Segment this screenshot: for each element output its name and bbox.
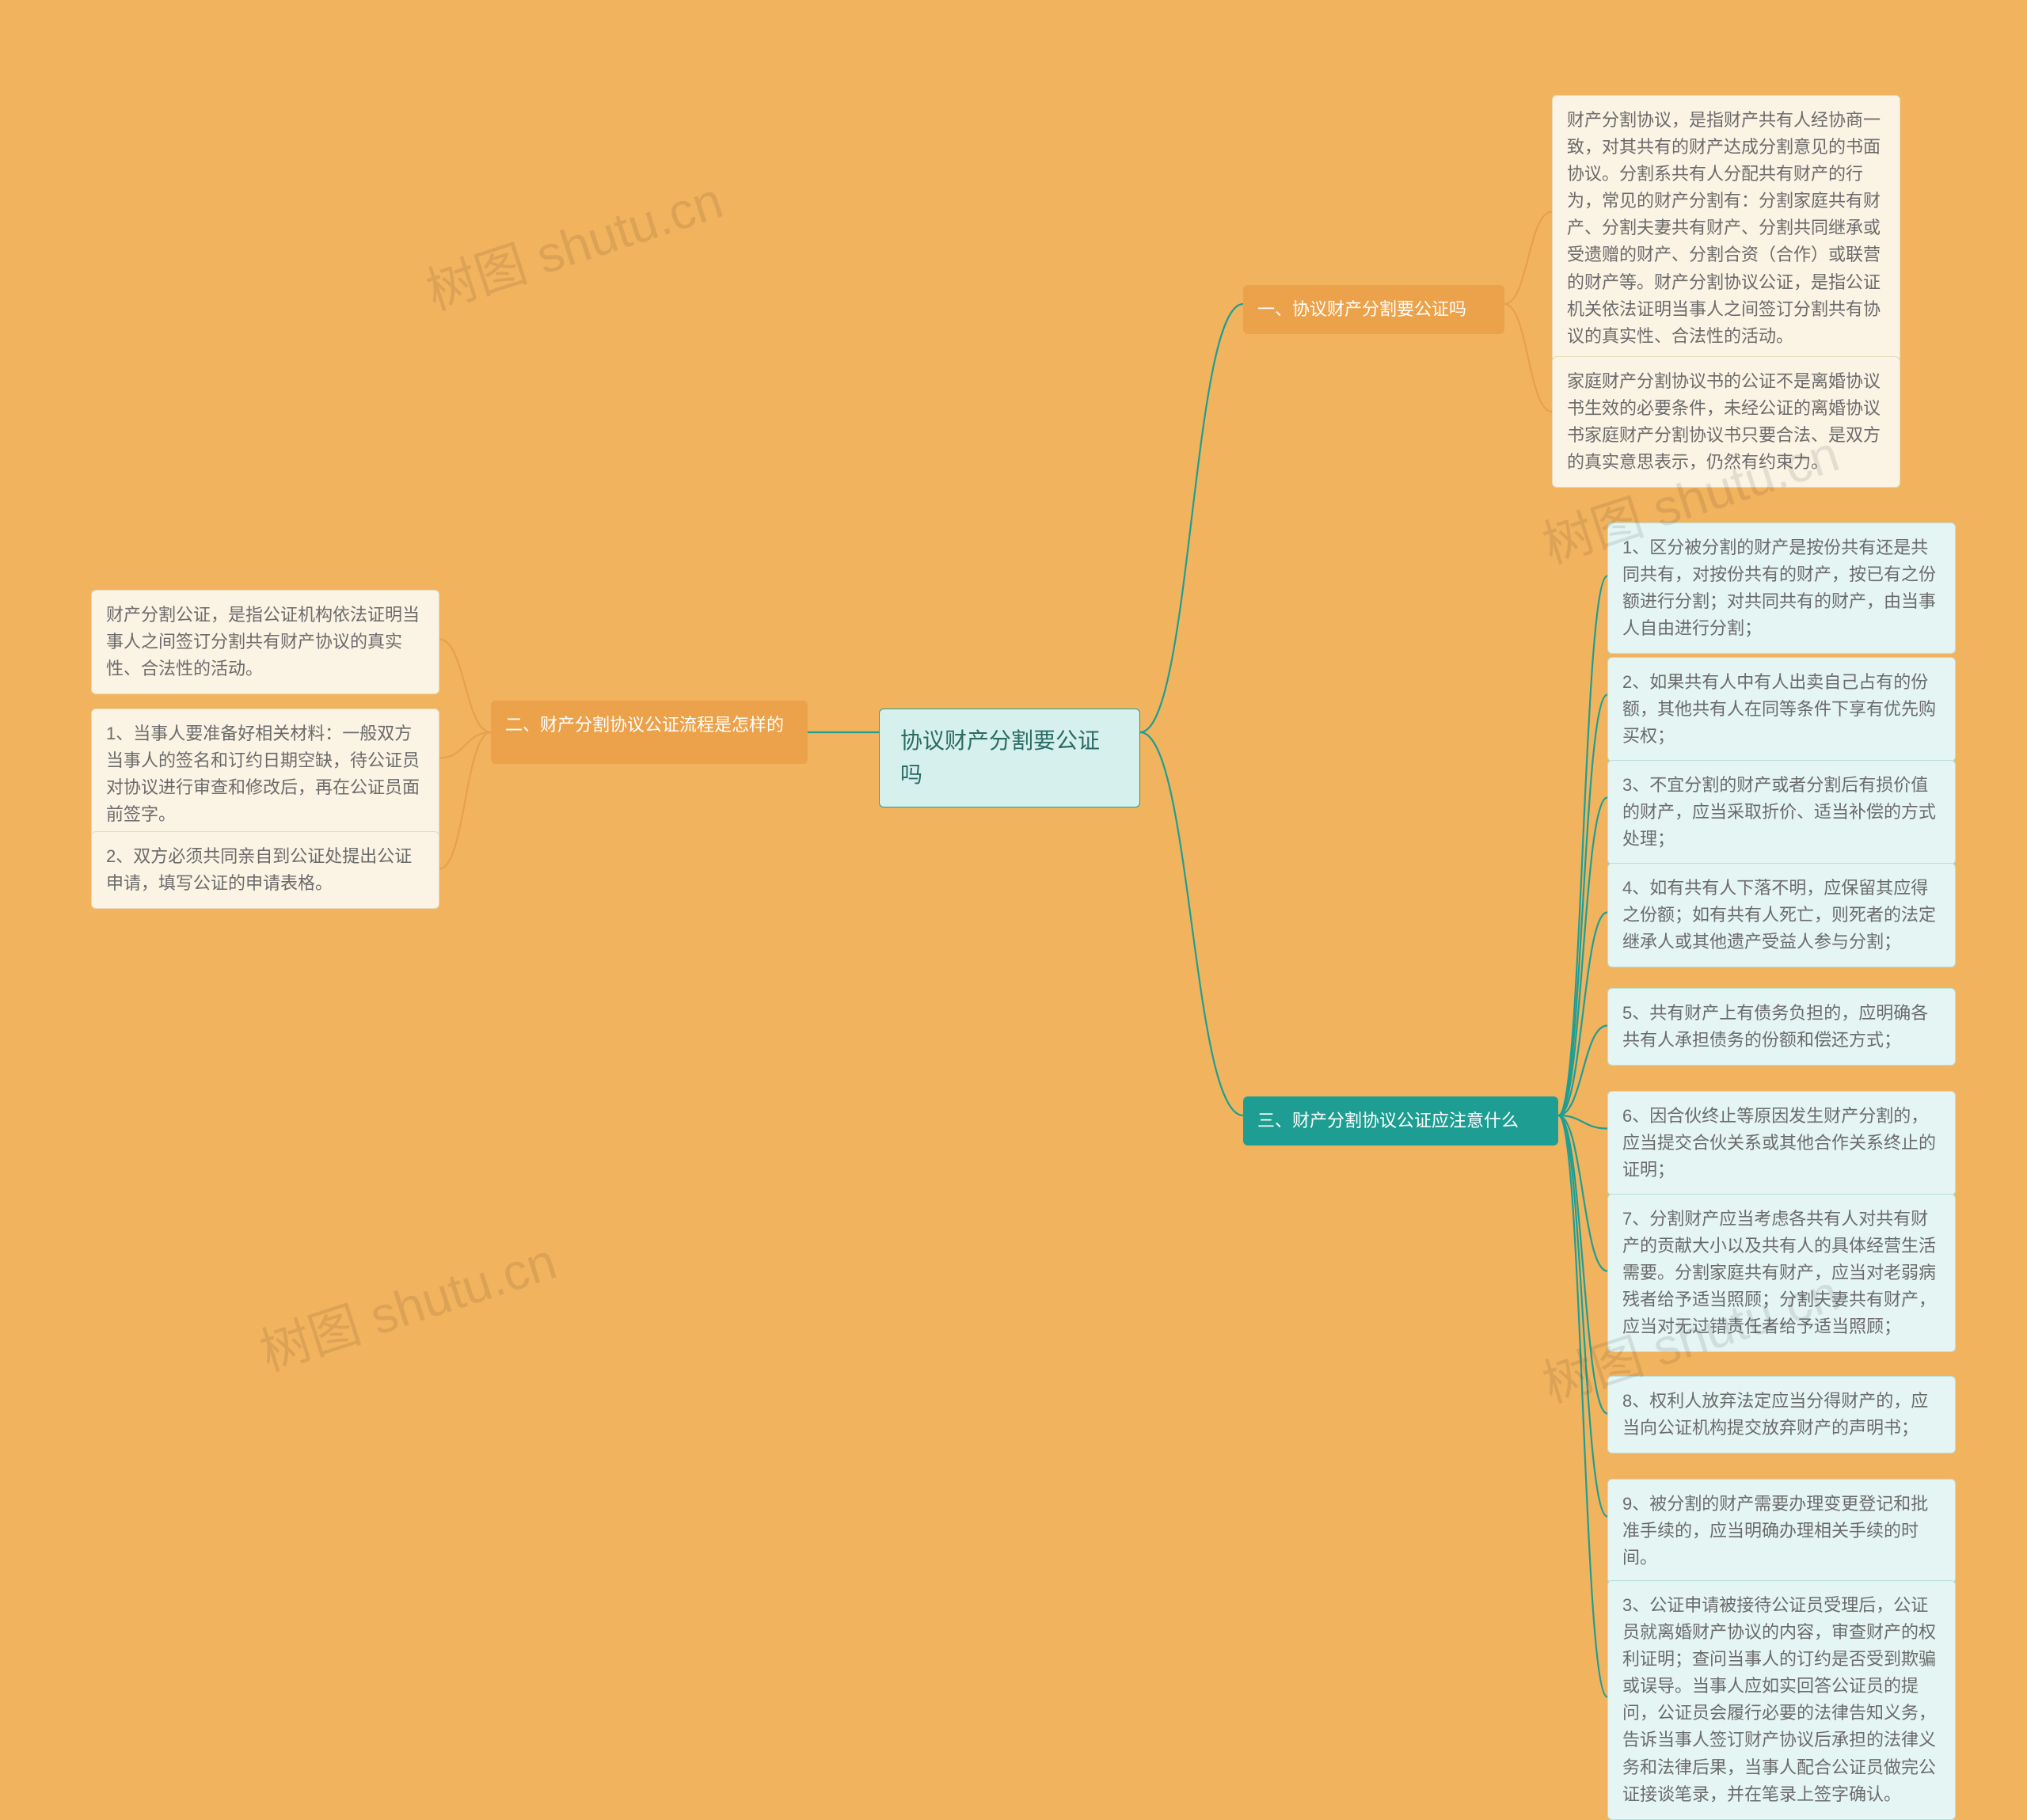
branch-3-leaf: 8、权利人放弃法定应当分得财产的，应当向公证机构提交放弃财产的声明书； <box>1607 1376 1956 1453</box>
branch-3-leaf: 2、如果共有人中有人出卖自己占有的份额，其他共有人在同等条件下享有优先购买权； <box>1607 657 1956 762</box>
branch-1-leaf: 财产分割协议，是指财产共有人经协商一致，对其共有的财产达成分割意见的书面协议。分… <box>1552 95 1900 362</box>
branch-3-leaf: 3、公证申请被接待公证员受理后，公证员就离婚财产协议的内容，审查财产的权利证明；… <box>1607 1580 1956 1820</box>
root-node: 协议财产分割要公证吗 <box>879 709 1140 807</box>
watermark: 树图 shutu.cn <box>416 160 730 324</box>
branch-3-leaf: 7、分割财产应当考虑各共有人对共有财产的贡献大小以及共有人的具体经营生活需要。分… <box>1607 1194 1956 1352</box>
branch-2-leaf: 2、双方必须共同亲自到公证处提出公证申请，填写公证的申请表格。 <box>91 831 439 909</box>
branch-3-leaf: 9、被分割的财产需要办理变更登记和批准手续的，应当明确办理相关手续的时间。 <box>1607 1479 1956 1583</box>
branch-1-leaf: 家庭财产分割协议书的公证不是离婚协议书生效的必要条件，未经公证的离婚协议书家庭财… <box>1552 356 1900 488</box>
watermark: 树图 shutu.cn <box>249 1221 564 1385</box>
branch-3-leaf: 3、不宜分割的财产或者分割后有损价值的财产，应当采取折价、适当补偿的方式处理； <box>1607 760 1956 864</box>
branch-3-leaf: 6、因合伙终止等原因发生财产分割的，应当提交合伙关系或其他合作关系终止的证明； <box>1607 1091 1956 1195</box>
branch-3-leaf: 1、区分被分割的财产是按份共有还是共同共有，对按份共有的财产，按已有之份额进行分… <box>1607 522 1956 654</box>
branch-3: 三、财产分割协议公证应注意什么 <box>1243 1096 1558 1146</box>
branch-1: 一、协议财产分割要公证吗 <box>1243 285 1504 334</box>
branch-2-leaf: 财产分割公证，是指公证机构依法证明当事人之间签订分割共有财产协议的真实性、合法性… <box>91 590 439 694</box>
branch-3-leaf: 5、共有财产上有债务负担的，应明确各共有人承担债务的份额和偿还方式； <box>1607 988 1956 1066</box>
branch-3-leaf: 4、如有共有人下落不明，应保留其应得之份额；如有共有人死亡，则死者的法定继承人或… <box>1607 863 1956 967</box>
branch-2: 二、财产分割协议公证流程是怎样的 <box>491 701 808 764</box>
branch-2-leaf: 1、当事人要准备好相关材料：一般双方当事人的签名和订约日期空缺，待公证员对协议进… <box>91 709 439 840</box>
